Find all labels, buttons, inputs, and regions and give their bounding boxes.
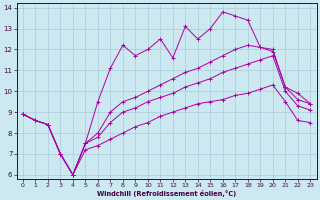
X-axis label: Windchill (Refroidissement éolien,°C): Windchill (Refroidissement éolien,°C) [97,190,236,197]
